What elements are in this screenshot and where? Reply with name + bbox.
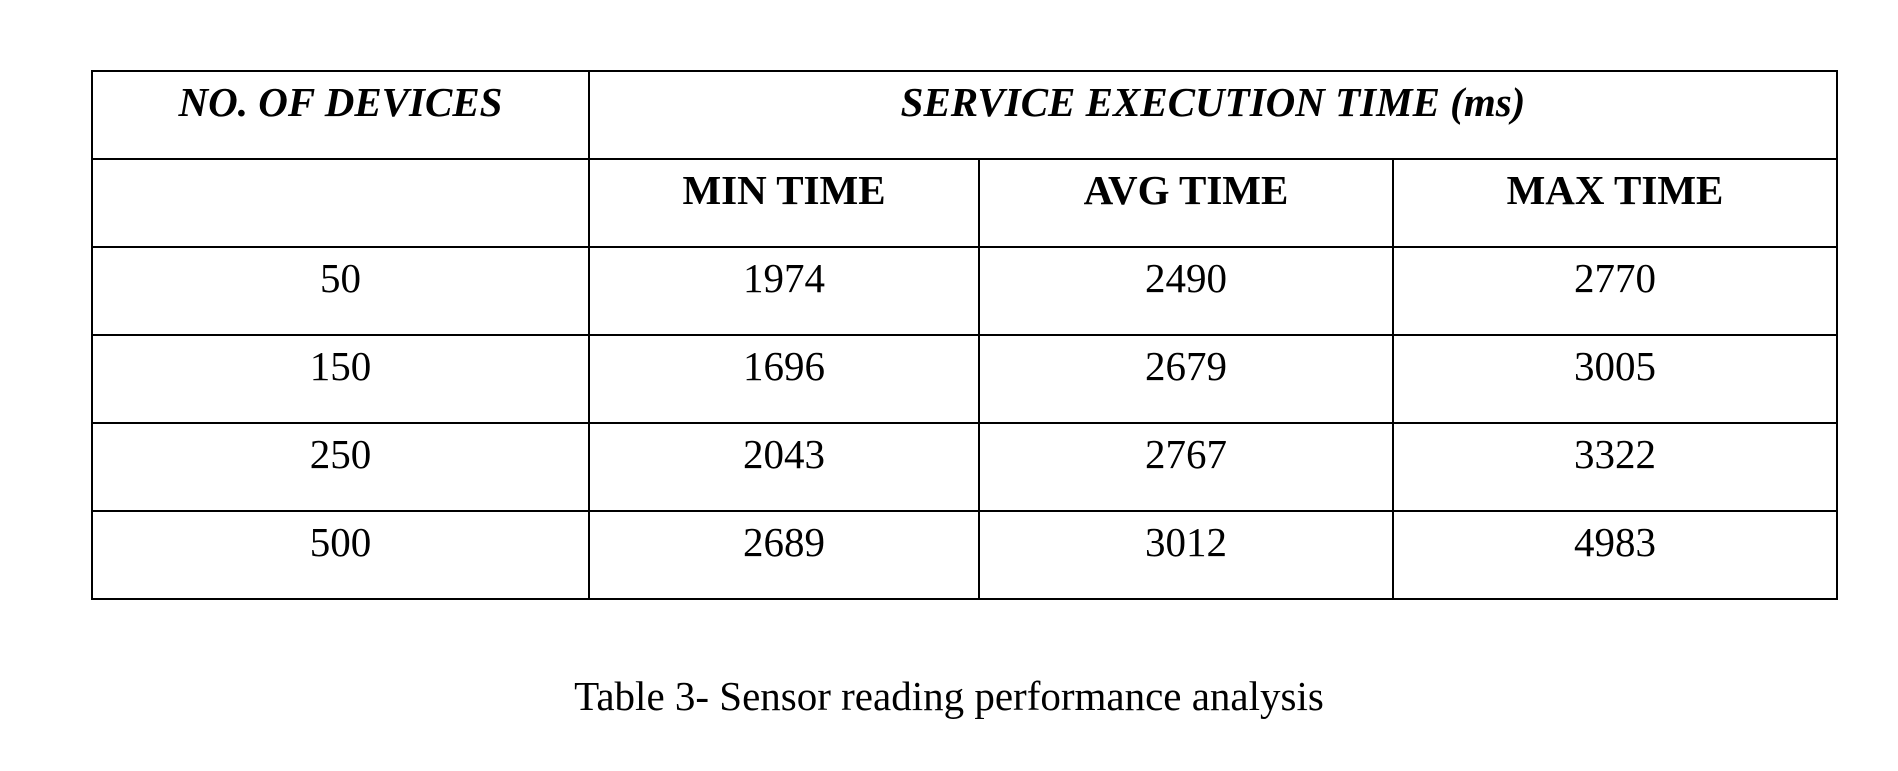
max-time-value: 3005 [1574, 343, 1656, 389]
avg-time-cell: 3012 [978, 510, 1394, 600]
header-row-1: NO. OF DEVICES SERVICE EXECUTION TIME (m… [91, 70, 1838, 160]
devices-cell: 150 [91, 334, 590, 424]
max-time-cell: 3005 [1392, 334, 1838, 424]
max-time-value: 3322 [1574, 431, 1656, 477]
min-time-value: 1696 [743, 343, 825, 389]
min-time-value: 2043 [743, 431, 825, 477]
devices-value: 150 [309, 343, 372, 389]
max-time-value: 4983 [1574, 519, 1656, 565]
devices-cell: 250 [91, 422, 590, 512]
devices-value: 50 [320, 255, 361, 301]
header-empty-cell [91, 158, 590, 248]
avg-time-value: 3012 [1145, 519, 1227, 565]
header-max-label: MAX TIME [1506, 167, 1724, 213]
header-min-label: MIN TIME [682, 167, 886, 213]
table-row: 50 1974 2490 2770 [91, 246, 1838, 336]
avg-time-cell: 2767 [978, 422, 1394, 512]
min-time-cell: 2689 [588, 510, 980, 600]
header-devices-label: NO. OF DEVICES [178, 79, 503, 125]
header-service-execution-time: SERVICE EXECUTION TIME (ms) [588, 70, 1838, 160]
max-time-cell: 3322 [1392, 422, 1838, 512]
devices-cell: 500 [91, 510, 590, 600]
performance-table: NO. OF DEVICES SERVICE EXECUTION TIME (m… [91, 70, 1838, 600]
min-time-value: 2689 [743, 519, 825, 565]
header-group-label: SERVICE EXECUTION TIME (ms) [900, 79, 1526, 125]
header-devices: NO. OF DEVICES [91, 70, 590, 160]
header-avg-label: AVG TIME [1083, 167, 1289, 213]
max-time-cell: 4983 [1392, 510, 1838, 600]
avg-time-cell: 2679 [978, 334, 1394, 424]
table-row: 250 2043 2767 3322 [91, 422, 1838, 512]
table-row: 500 2689 3012 4983 [91, 510, 1838, 600]
header-row-2: MIN TIME AVG TIME MAX TIME [91, 158, 1838, 248]
devices-value: 500 [309, 519, 372, 565]
min-time-cell: 1696 [588, 334, 980, 424]
devices-value: 250 [309, 431, 372, 477]
min-time-value: 1974 [743, 255, 825, 301]
header-max-time: MAX TIME [1392, 158, 1838, 248]
min-time-cell: 2043 [588, 422, 980, 512]
avg-time-cell: 2490 [978, 246, 1394, 336]
header-min-time: MIN TIME [588, 158, 980, 248]
avg-time-value: 2767 [1145, 431, 1227, 477]
max-time-value: 2770 [1574, 255, 1656, 301]
min-time-cell: 1974 [588, 246, 980, 336]
avg-time-value: 2679 [1145, 343, 1227, 389]
devices-cell: 50 [91, 246, 590, 336]
header-avg-time: AVG TIME [978, 158, 1394, 248]
avg-time-value: 2490 [1145, 255, 1227, 301]
max-time-cell: 2770 [1392, 246, 1838, 336]
table-caption: Table 3- Sensor reading performance anal… [574, 673, 1324, 719]
table-row: 150 1696 2679 3005 [91, 334, 1838, 424]
